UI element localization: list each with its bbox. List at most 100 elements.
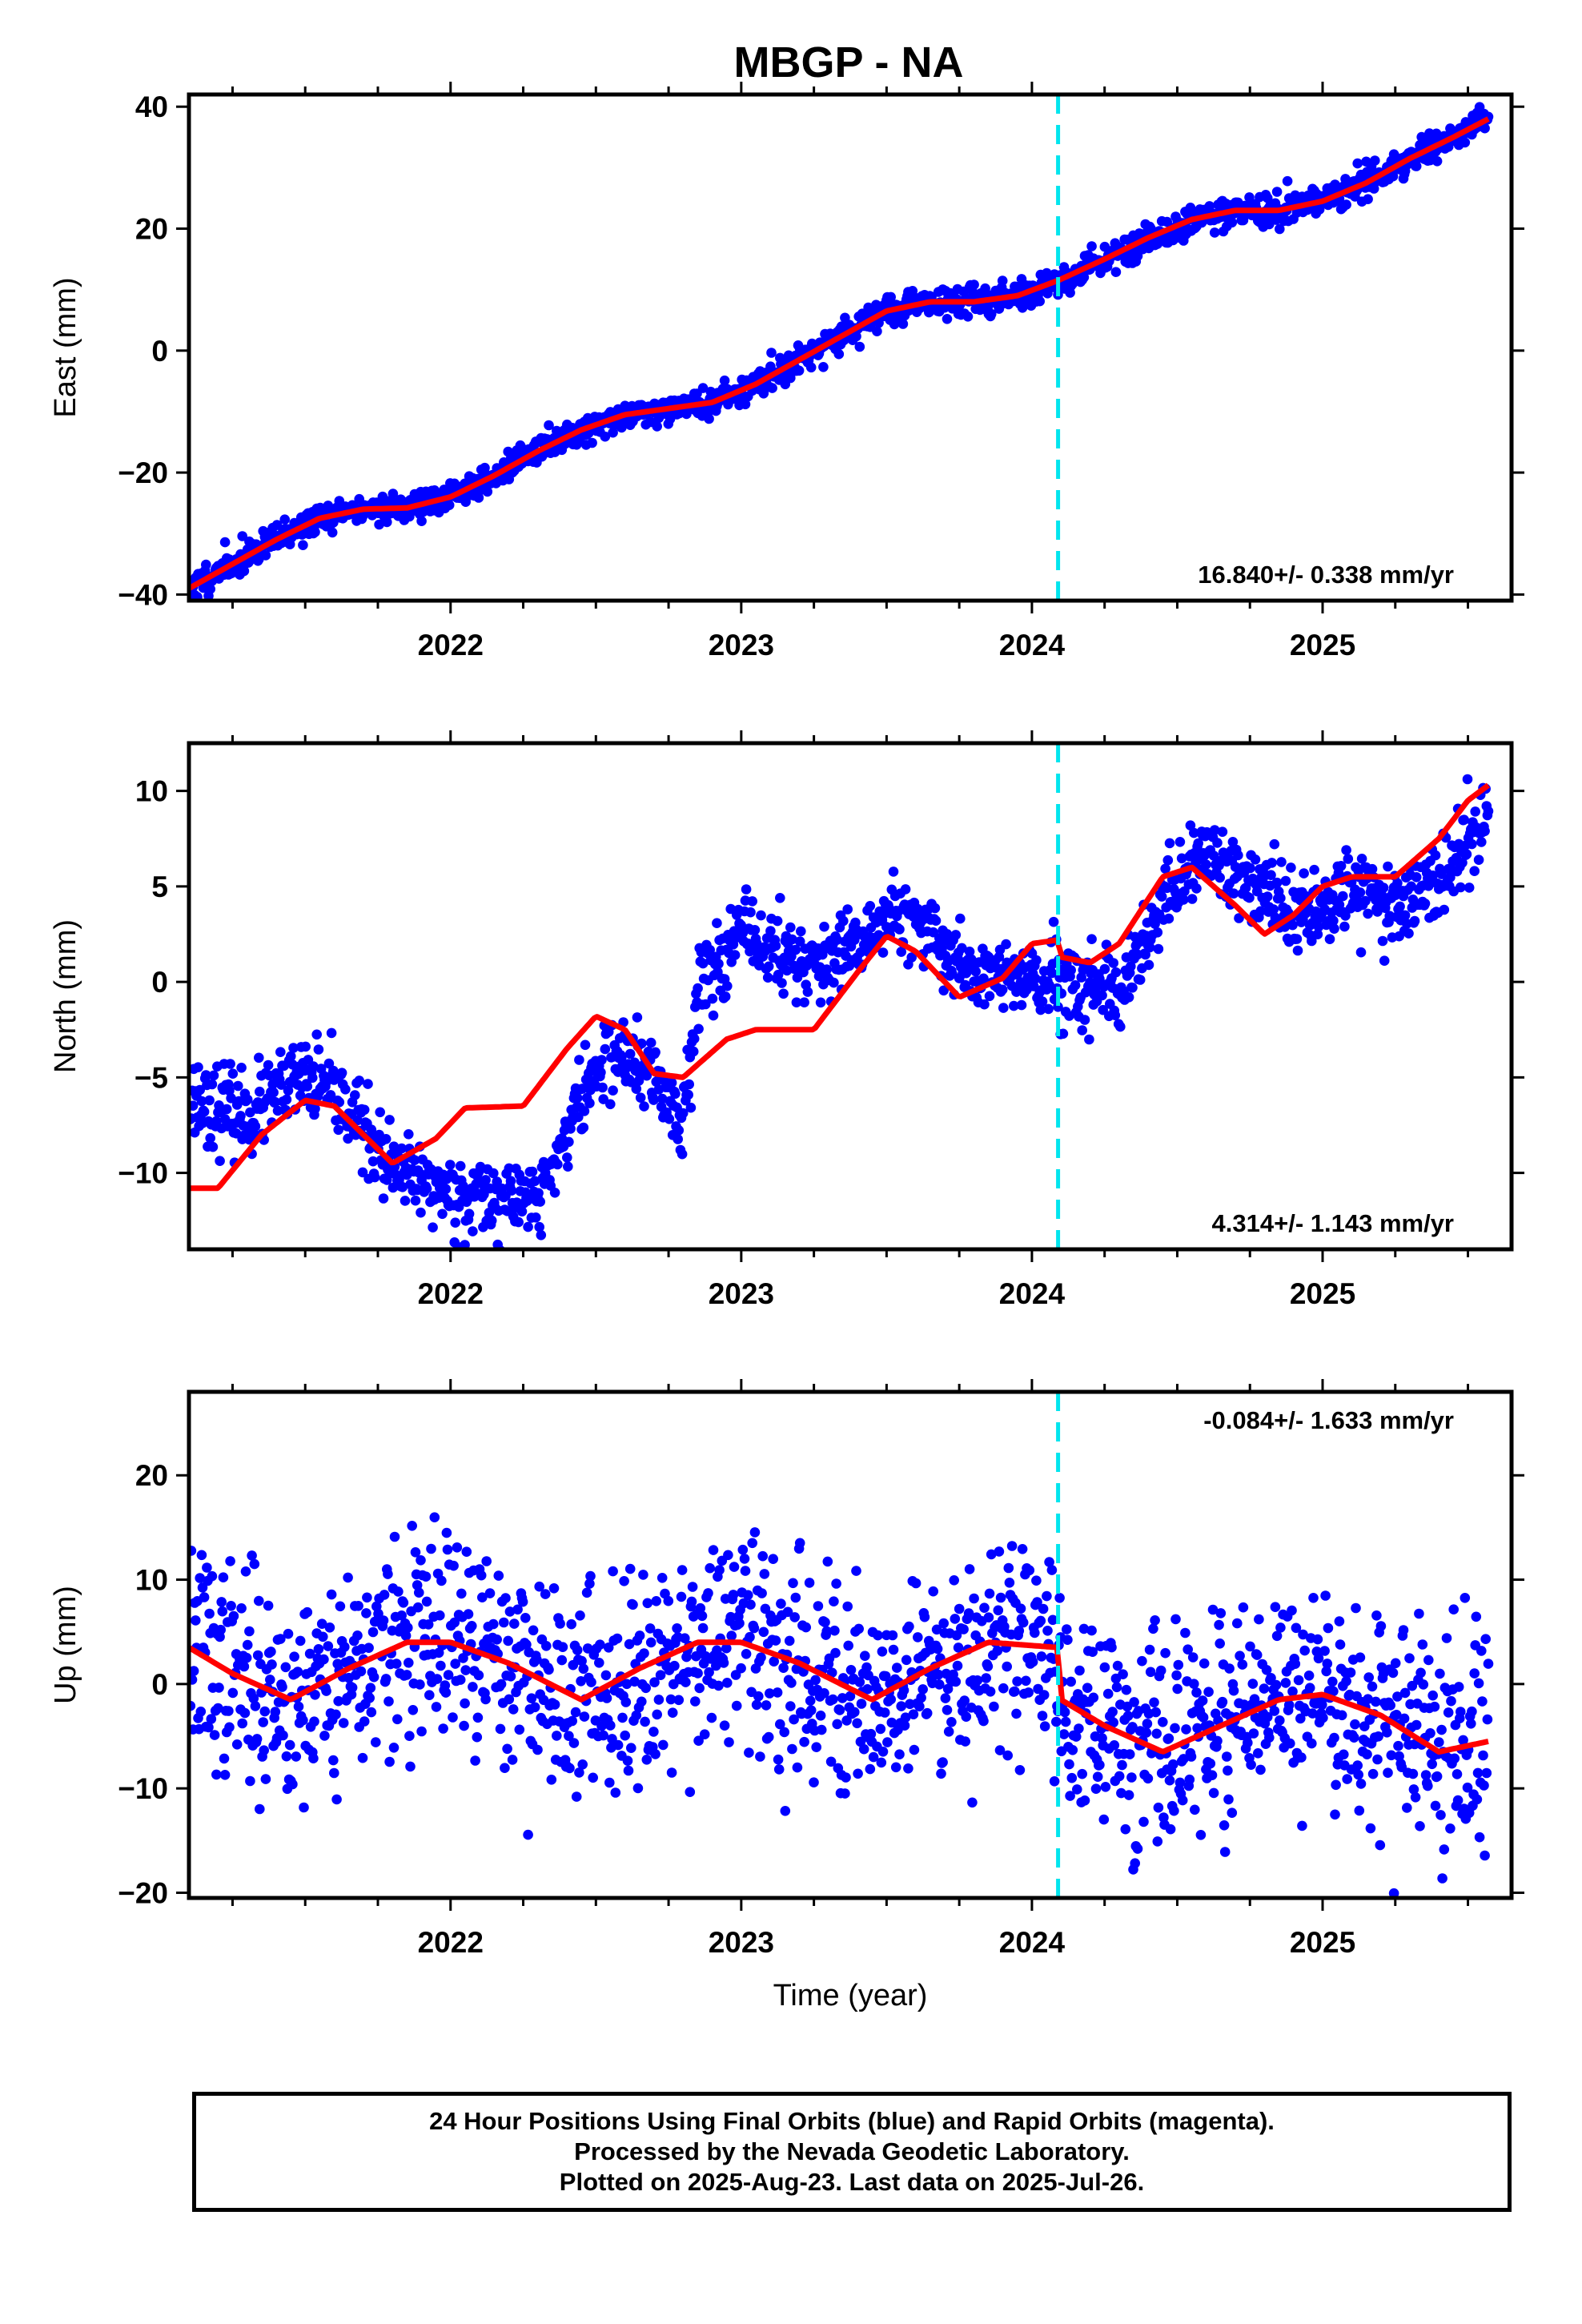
- data-point: [785, 1701, 796, 1711]
- y-tick-label: −20: [118, 456, 168, 489]
- data-point: [588, 1772, 598, 1783]
- data-point: [420, 1571, 432, 1582]
- data-point: [492, 1634, 502, 1645]
- data-point: [658, 1739, 669, 1751]
- data-point: [1304, 1683, 1315, 1693]
- data-point: [664, 1114, 675, 1124]
- data-point: [336, 1068, 347, 1078]
- data-point: [211, 1769, 222, 1780]
- data-point: [858, 1743, 869, 1755]
- data-point: [577, 1759, 588, 1770]
- data-point: [624, 1048, 636, 1059]
- data-point: [459, 1720, 469, 1731]
- data-point: [986, 308, 997, 320]
- data-point: [1299, 1645, 1310, 1656]
- data-point: [505, 1671, 516, 1682]
- data-point: [1474, 1831, 1485, 1843]
- data-point: [1436, 869, 1447, 879]
- data-point: [205, 584, 216, 594]
- data-point: [624, 1638, 635, 1650]
- data-point: [1114, 1771, 1125, 1782]
- data-point: [650, 1749, 661, 1759]
- data-point: [648, 1095, 659, 1105]
- data-point: [546, 1775, 557, 1785]
- data-point: [279, 514, 291, 525]
- data-point: [1338, 891, 1348, 902]
- data-point: [1171, 1670, 1182, 1681]
- data-point: [1098, 1814, 1110, 1825]
- data-point: [805, 1705, 817, 1715]
- data-point: [1185, 820, 1196, 830]
- data-point: [1214, 1619, 1224, 1630]
- data-point: [741, 1649, 752, 1659]
- data-point: [962, 312, 974, 322]
- data-point: [1027, 1656, 1038, 1667]
- data-point: [1245, 862, 1255, 874]
- data-point: [666, 1767, 677, 1778]
- data-point: [809, 1777, 819, 1787]
- data-point: [757, 1550, 768, 1562]
- data-point: [1002, 1750, 1013, 1761]
- data-point: [263, 1600, 274, 1611]
- data-point: [1371, 1696, 1381, 1707]
- data-point: [1280, 1678, 1291, 1688]
- data-point: [1039, 1721, 1050, 1731]
- data-point: [289, 1651, 299, 1662]
- footer-line-2: Processed by the Nevada Geodetic Laborat…: [574, 2137, 1130, 2165]
- data-point: [1228, 1685, 1239, 1696]
- data-point: [484, 1588, 496, 1598]
- data-point: [821, 1626, 832, 1637]
- data-point: [854, 1677, 865, 1687]
- data-point: [790, 944, 801, 955]
- data-point: [353, 1601, 363, 1611]
- data-point: [1030, 973, 1041, 984]
- data-point: [499, 1617, 509, 1628]
- data-point: [1224, 1663, 1235, 1674]
- y-tick-label: 5: [151, 870, 168, 903]
- y-tick-label: −10: [118, 1157, 168, 1190]
- data-point: [845, 1665, 857, 1675]
- data-point: [1271, 877, 1283, 888]
- data-point: [393, 1586, 404, 1597]
- data-point: [930, 903, 941, 914]
- data-point: [1035, 1615, 1046, 1626]
- data-point: [263, 1059, 274, 1071]
- data-point: [1142, 1719, 1153, 1729]
- data-point: [1462, 774, 1473, 785]
- data-point: [250, 1121, 261, 1132]
- data-point: [726, 1630, 737, 1641]
- data-point: [697, 1622, 709, 1634]
- data-point: [992, 1646, 1003, 1656]
- data-point: [921, 1707, 933, 1719]
- data-point: [1392, 1691, 1403, 1702]
- data-point: [1434, 1737, 1444, 1747]
- data-point: [601, 1693, 612, 1703]
- data-point: [521, 1639, 532, 1650]
- data-point: [367, 1156, 379, 1167]
- data-point: [954, 1603, 965, 1614]
- y-tick-label: 10: [135, 1564, 168, 1597]
- data-point: [1453, 1682, 1464, 1692]
- data-point: [445, 1160, 456, 1170]
- data-point: [888, 866, 899, 877]
- x-tick-label: 2024: [999, 629, 1066, 661]
- data-point: [441, 1527, 452, 1538]
- data-point: [943, 1727, 954, 1737]
- data-point: [1420, 1770, 1431, 1780]
- data-point: [362, 1592, 372, 1603]
- data-point: [765, 926, 776, 936]
- data-point: [192, 592, 203, 601]
- data-point: [843, 1640, 853, 1651]
- data-point: [404, 1658, 414, 1668]
- data-point: [500, 1763, 510, 1773]
- rate-label: -0.084+/- 1.633 mm/yr: [1203, 1406, 1454, 1434]
- data-point: [1168, 1759, 1178, 1770]
- data-point: [503, 1635, 513, 1647]
- data-point: [310, 1690, 320, 1700]
- data-point: [831, 1578, 841, 1589]
- y-tick-label: −40: [118, 578, 168, 611]
- data-point: [1208, 1787, 1219, 1799]
- data-point: [1341, 845, 1351, 855]
- data-point: [507, 1755, 518, 1765]
- data-point: [200, 559, 211, 570]
